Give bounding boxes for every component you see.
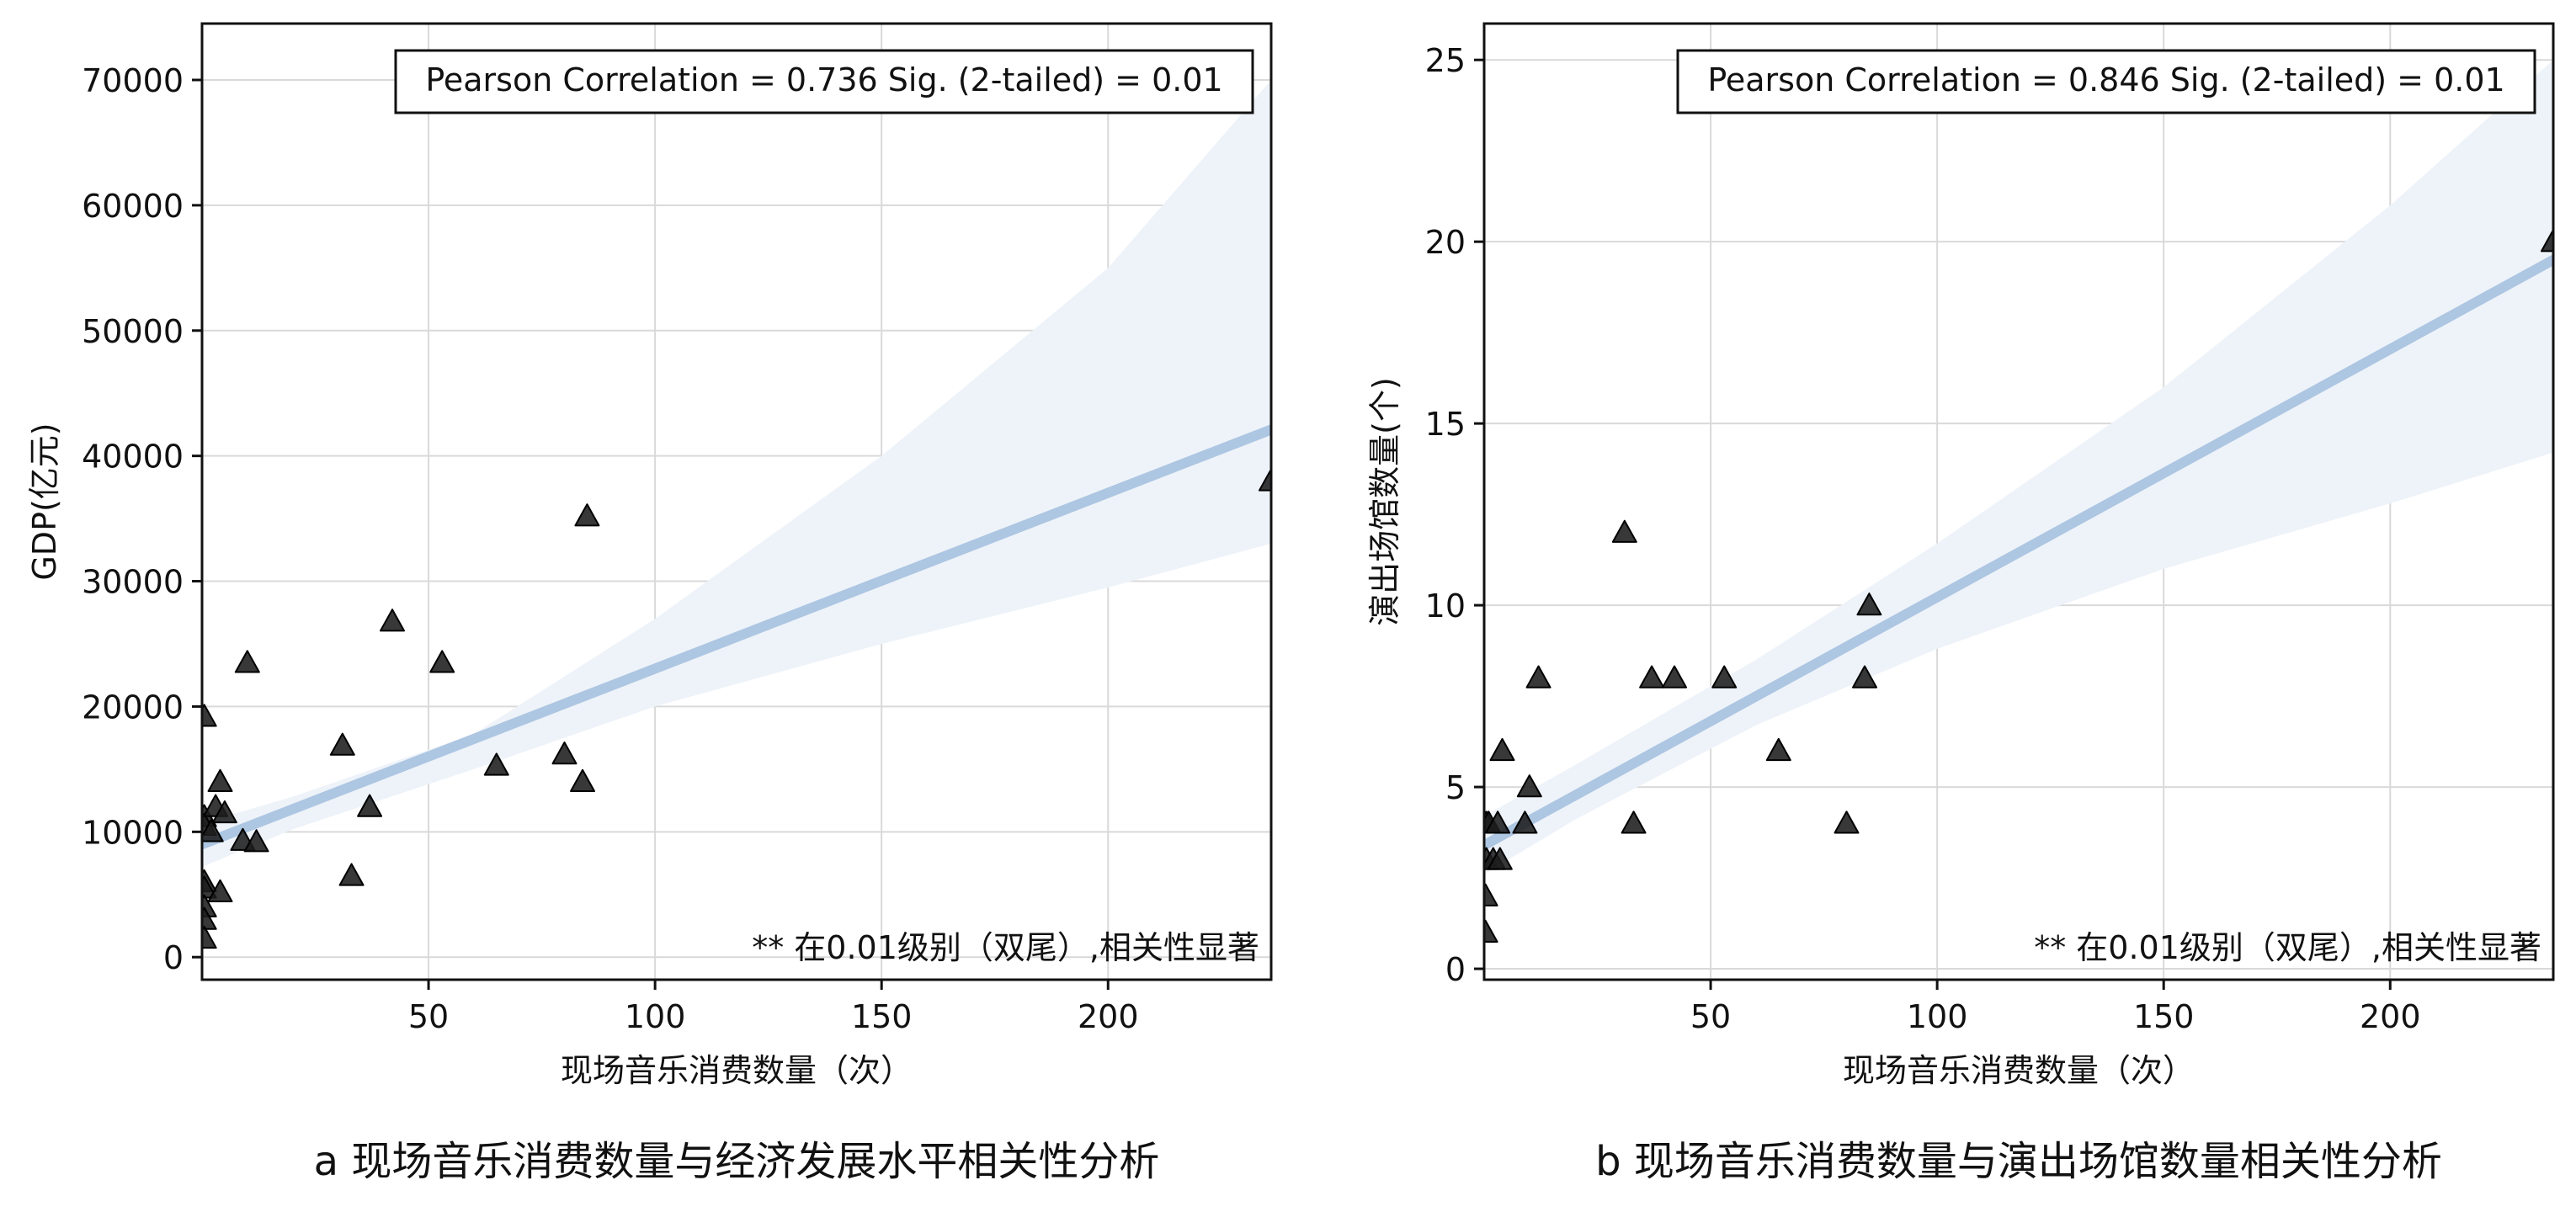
stats-box-b: Pearson Correlation = 0.846 Sig. (2-tail… — [1676, 49, 2536, 114]
data-point-b — [1512, 811, 1538, 834]
stats-box-a: Pearson Correlation = 0.736 Sig. (2-tail… — [394, 49, 1254, 114]
x-tick-label: 150 — [851, 998, 913, 1035]
data-point-a — [207, 879, 233, 902]
x-tick-label: 100 — [625, 998, 686, 1035]
regression-fit-line — [1484, 254, 2553, 851]
axis-ticks-a: 50 100 150 200 0 10000 20000 30000 40000 50000 600… — [82, 62, 1138, 1035]
confidence-band-area — [1484, 60, 2553, 874]
x-axis-label-a: 现场音乐消费数量（次） — [561, 1052, 913, 1089]
stats-text-a: Pearson Correlation = 0.736 Sig. (2-tail… — [425, 61, 1222, 98]
y-tick-label: 40000 — [82, 439, 184, 476]
x-tick-label: 200 — [2360, 998, 2421, 1035]
regression-fit-line — [202, 424, 1271, 850]
data-points-a — [202, 468, 1271, 949]
y-tick-label: 60000 — [82, 188, 184, 225]
confidence-band-area — [202, 79, 1271, 868]
significance-note-a: ** 在0.01级别（双尾）,相关性显著 — [752, 929, 1259, 966]
caption-a: a 现场音乐消费数量与经济发展水平相关性分析 — [314, 1138, 1160, 1185]
chart-panel-a: 50 100 150 200 0 10000 20000 30000 40000 50000 600… — [26, 22, 1273, 1185]
y-tick-label: 50000 — [82, 313, 184, 350]
data-point-b — [1639, 665, 1665, 688]
caption-b: b 现场音乐消费数量与演出场馆数量相关性分析 — [1595, 1138, 2442, 1185]
data-point-a — [329, 732, 355, 756]
data-point-a — [570, 768, 596, 792]
plot-frame-b — [1482, 22, 2555, 981]
y-tick-label: 30000 — [82, 564, 184, 601]
data-point-a — [211, 800, 237, 824]
data-point-a — [234, 650, 260, 673]
data-point-b — [1852, 665, 1878, 688]
regression-line-a — [202, 424, 1271, 850]
data-point-b — [1611, 519, 1637, 543]
data-point-b — [1621, 811, 1647, 834]
stats-box-frame-a — [394, 49, 1254, 114]
regression-line-b — [1484, 254, 2553, 851]
x-tick-label: 100 — [1907, 998, 1968, 1035]
data-point-b — [1516, 774, 1542, 798]
confidence-band-b — [1484, 60, 2553, 874]
y-axis-label-a: GDP(亿元) — [26, 423, 63, 580]
y-tick-label: 15 — [1425, 406, 1466, 443]
data-point-b — [1484, 883, 1498, 906]
data-point-a — [202, 819, 224, 843]
data-point-a — [380, 609, 406, 632]
data-point-b — [1765, 737, 1791, 762]
y-tick-label: 10000 — [82, 814, 184, 851]
data-point-a — [429, 650, 455, 673]
y-tick-label: 0 — [163, 939, 184, 976]
data-point-b — [1834, 811, 1860, 834]
chart-panel-b: 50 100 150 200 0 5 10 15 20 25 Pearson Correlatio… — [1366, 22, 2555, 1185]
stats-text-b: Pearson Correlation = 0.846 Sig. (2-tail… — [1707, 61, 2504, 98]
data-point-a — [202, 704, 217, 727]
y-tick-label: 0 — [1445, 951, 1466, 988]
data-point-a — [483, 752, 509, 776]
data-point-a — [574, 503, 600, 527]
data-point-a — [243, 829, 269, 853]
data-point-b — [2541, 229, 2553, 252]
plot-frame-a — [200, 22, 1273, 981]
stats-box-frame-b — [1676, 49, 2536, 114]
data-point-b — [1487, 847, 1513, 870]
y-tick-label: 20 — [1425, 224, 1466, 261]
y-tick-label: 5 — [1445, 769, 1466, 806]
data-point-b — [1525, 665, 1551, 688]
y-tick-label: 10 — [1425, 587, 1466, 625]
x-tick-label: 150 — [2133, 998, 2195, 1035]
y-tick-label: 25 — [1425, 42, 1466, 79]
confidence-band-a — [202, 79, 1271, 868]
y-tick-label: 20000 — [82, 688, 184, 726]
data-point-b — [1485, 811, 1511, 834]
data-point-a — [1259, 468, 1271, 492]
data-point-b — [1856, 593, 1882, 616]
data-point-a — [357, 794, 383, 817]
axis-ticks-b: 50 100 150 200 0 5 10 15 20 25 — [1425, 42, 2421, 1035]
data-point-b — [1484, 919, 1498, 944]
data-point-a — [202, 925, 217, 949]
data-points-b — [1484, 229, 2553, 944]
data-point-b — [1711, 665, 1738, 688]
data-point-b — [1662, 665, 1688, 688]
x-tick-label: 50 — [1690, 998, 1731, 1035]
data-point-b — [1489, 737, 1515, 762]
significance-note-b: ** 在0.01级别（双尾）,相关性显著 — [2034, 929, 2541, 966]
x-axis-label-b: 现场音乐消费数量（次） — [1843, 1052, 2195, 1089]
x-tick-label: 50 — [408, 998, 449, 1035]
x-tick-label: 200 — [1078, 998, 1139, 1035]
data-point-a — [338, 863, 365, 886]
data-point-a — [207, 768, 233, 792]
y-axis-label-b: 演出场馆数量(个) — [1366, 377, 1403, 626]
y-tick-label: 70000 — [82, 62, 184, 99]
data-point-a — [551, 742, 577, 765]
